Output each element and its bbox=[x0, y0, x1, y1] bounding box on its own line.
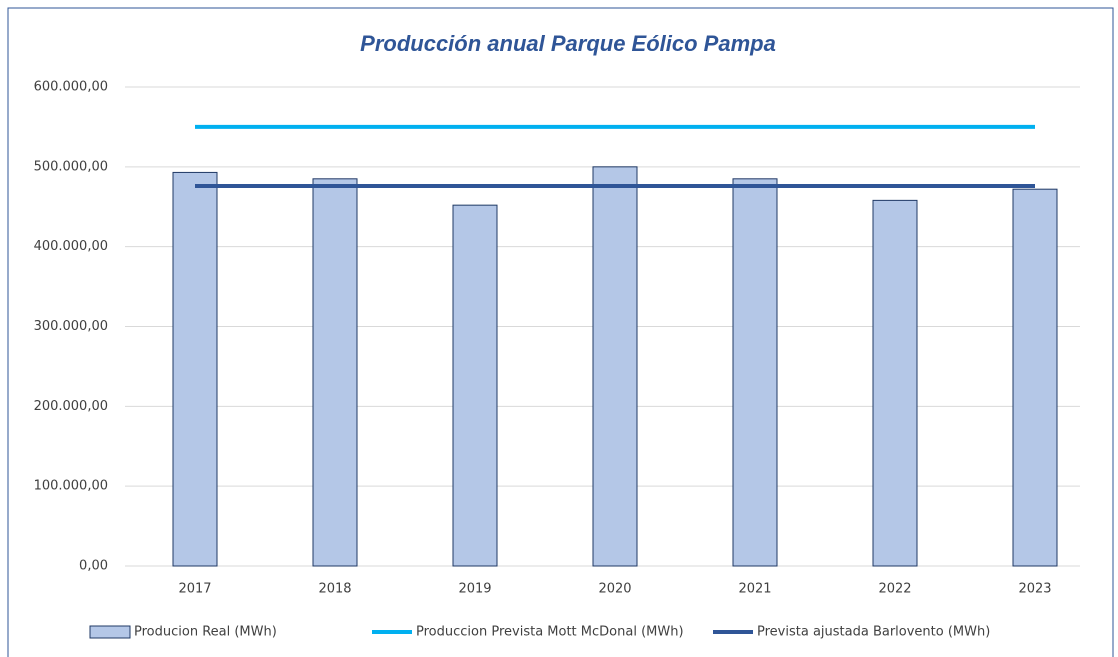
y-tick-label: 400.000,00 bbox=[34, 239, 108, 254]
y-tick-label: 600.000,00 bbox=[34, 80, 108, 95]
y-tick-label: 100.000,00 bbox=[34, 479, 108, 494]
chart-title: Producción anual Parque Eólico Pampa bbox=[360, 31, 776, 56]
legend-label: Produccion Prevista Mott McDonal (MWh) bbox=[416, 625, 684, 640]
y-tick-label: 200.000,00 bbox=[34, 399, 108, 414]
x-tick-label: 2018 bbox=[318, 582, 351, 597]
bar bbox=[1012, 188, 1058, 567]
x-tick-label: 2017 bbox=[178, 582, 211, 597]
bar bbox=[592, 166, 638, 567]
legend-label: Prevista ajustada Barlovento (MWh) bbox=[757, 625, 990, 640]
x-tick-label: 2022 bbox=[878, 582, 911, 597]
bar bbox=[312, 178, 358, 567]
bar bbox=[452, 204, 498, 567]
y-tick-label: 0,00 bbox=[79, 559, 108, 574]
bar bbox=[872, 199, 918, 567]
bar bbox=[732, 178, 778, 567]
x-tick-label: 2019 bbox=[458, 582, 491, 597]
x-tick-label: 2021 bbox=[738, 582, 771, 597]
legend-label: Producion Real (MWh) bbox=[134, 625, 277, 640]
y-tick-label: 300.000,00 bbox=[34, 319, 108, 334]
bar bbox=[172, 171, 218, 567]
x-tick-label: 2023 bbox=[1018, 582, 1051, 597]
y-tick-label: 500.000,00 bbox=[34, 159, 108, 174]
legend-swatch bbox=[89, 625, 131, 639]
x-tick-label: 2020 bbox=[598, 582, 631, 597]
